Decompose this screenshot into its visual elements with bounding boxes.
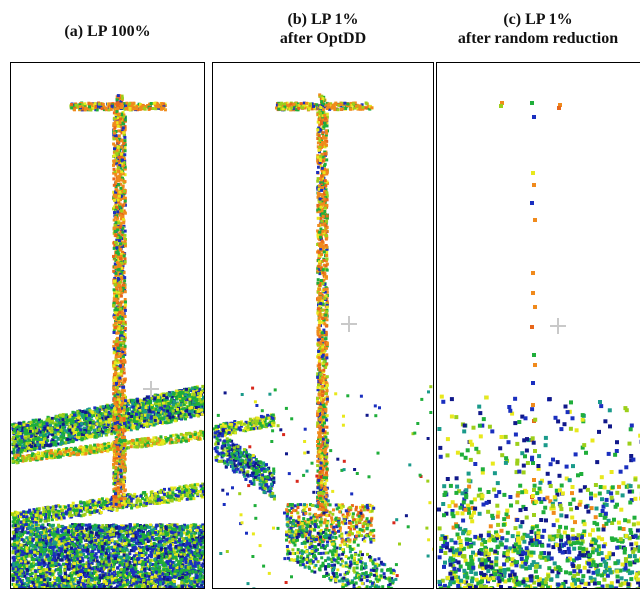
crosshair-icon [341,316,357,332]
point-cloud-panel-b [212,62,434,589]
crosshair-icon [550,318,566,334]
panel-c-title-line2: after random reduction [457,30,619,47]
panel-c-title: (c) LP 1% after random reduction [436,10,640,48]
panel-a-title: (a) LP 100% [10,22,205,41]
panel-b-title: (b) LP 1% after OptDD [212,10,434,48]
panel-a-title-line1: (a) LP 100% [64,23,151,40]
point-cloud-b [213,93,433,588]
point-cloud-c [437,101,640,588]
panel-b-title-line2: after OptDD [279,30,367,47]
point-cloud-panel-a [10,62,205,589]
point-cloud-panel-c [436,62,640,589]
panel-b-title-line1: (b) LP 1% [287,11,359,28]
crosshair-icon [143,381,159,397]
point-cloud-a [11,94,204,588]
panel-c-title-line1: (c) LP 1% [503,11,573,28]
